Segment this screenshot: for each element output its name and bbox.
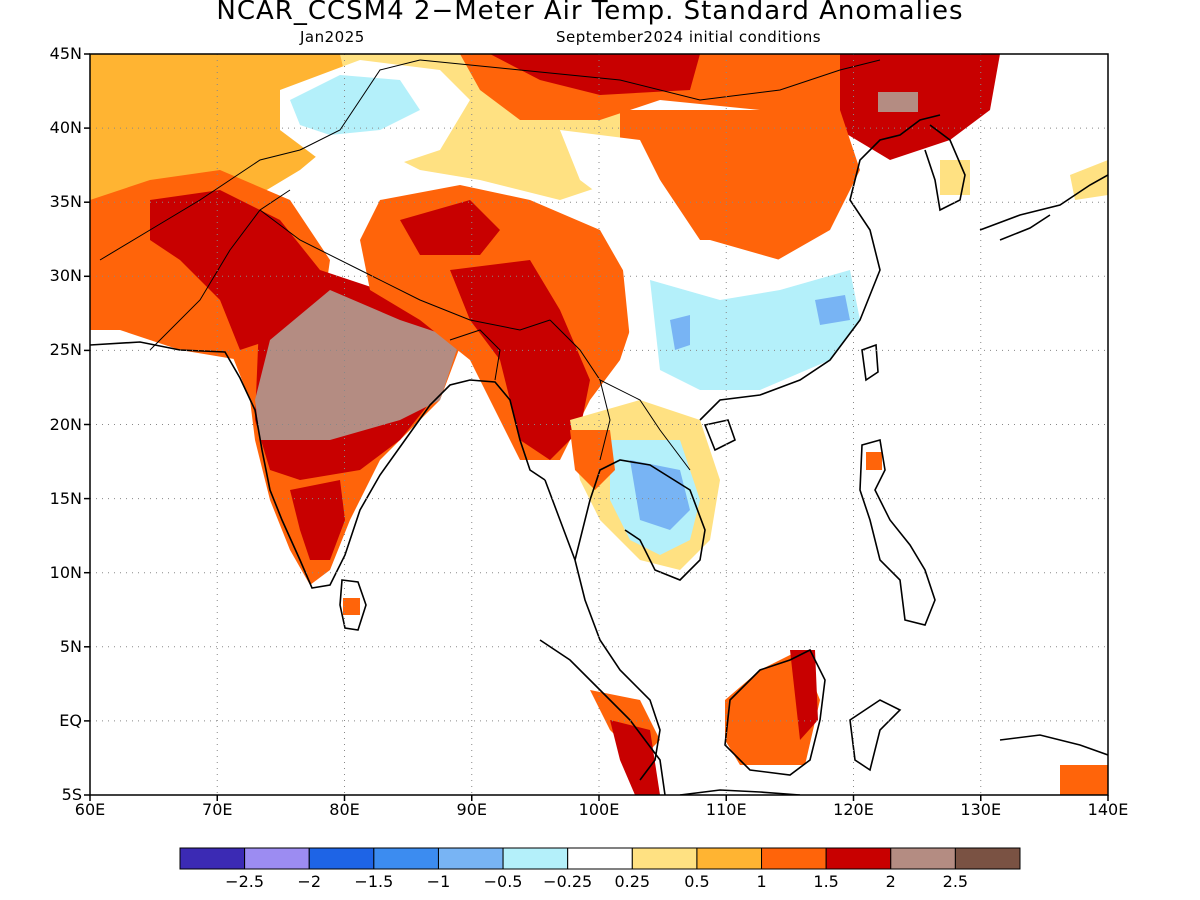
coastline-korea xyxy=(924,124,966,212)
legend-label: 2.5 xyxy=(942,872,969,891)
legend-label: 1 xyxy=(756,872,767,891)
border-china-west xyxy=(299,59,421,151)
anomaly-region-south-india-red xyxy=(290,480,345,560)
map-ticks xyxy=(84,53,1109,801)
valid-month: Jan2025 xyxy=(300,28,365,46)
border-laos-vietnam xyxy=(599,379,691,471)
border-mongolia xyxy=(419,59,881,101)
legend-swatch xyxy=(244,847,310,870)
coastline-sri-lanka xyxy=(339,579,367,631)
legend-swatch xyxy=(825,847,892,870)
init-conditions: September2024 initial conditions xyxy=(556,28,822,46)
lon-tick-label: 60E xyxy=(74,800,106,819)
legend-swatch xyxy=(631,847,698,870)
anomaly-region-south-china-cyan xyxy=(650,270,860,390)
coastline-arabian-sea xyxy=(90,341,546,589)
lon-tick-label: 120E xyxy=(833,800,874,819)
coastline-sulawesi xyxy=(849,699,902,772)
legend-swatch xyxy=(179,847,246,870)
legend-label: −0.5 xyxy=(483,872,523,891)
anomaly-region-central-asia-cyan xyxy=(290,75,420,135)
anomaly-region-sumatra-red xyxy=(610,720,660,795)
lat-tick-label: 5N xyxy=(59,636,82,656)
legend-swatch xyxy=(890,847,956,870)
border-pakistan-india xyxy=(149,189,291,351)
anomaly-region-indochina-blue xyxy=(630,460,690,530)
lon-tick-label: 100E xyxy=(578,800,620,819)
anomaly-region-japan-yellow xyxy=(1070,160,1108,200)
coastline-japan xyxy=(979,174,1108,241)
coastline-new-guinea xyxy=(999,734,1108,756)
legend-label: −1 xyxy=(426,872,451,891)
legend-swatch xyxy=(761,847,827,870)
lat-tick-label: 35N xyxy=(49,192,82,212)
lat-tick-label: 15N xyxy=(49,488,82,508)
lat-tick-label: EQ xyxy=(59,710,82,730)
legend-label: 0.25 xyxy=(614,872,651,891)
anomaly-region-borneo-red xyxy=(790,650,818,740)
lat-tick-label: 40N xyxy=(49,118,82,138)
legend-label: −1.5 xyxy=(354,872,394,891)
legend-swatch xyxy=(437,847,504,870)
anomaly-region-myanmar-red xyxy=(450,260,590,460)
border-himalaya xyxy=(259,209,551,331)
coastline-sumatra xyxy=(539,639,666,795)
anomaly-region-philippines-orange xyxy=(866,452,882,470)
legend-swatch xyxy=(502,847,569,870)
lon-tick-label: 110E xyxy=(705,800,747,819)
legend-label: −2 xyxy=(297,872,322,891)
anomaly-region-srilanka-orange xyxy=(343,598,360,615)
coastlines xyxy=(90,114,1108,795)
anomaly-region-mongolia-red xyxy=(490,54,700,95)
coastline-philippines xyxy=(859,438,936,626)
coastline-taiwan xyxy=(861,343,879,382)
coastline-hainan xyxy=(703,419,736,452)
legend-swatch xyxy=(567,847,633,870)
lat-tick-label: 25N xyxy=(49,340,82,360)
border-bangladesh xyxy=(449,329,501,381)
country-borders xyxy=(99,59,881,471)
coastline-java xyxy=(679,789,801,795)
legend-label: 1.5 xyxy=(813,872,839,891)
legend-swatch xyxy=(308,847,375,870)
legend-swatch xyxy=(373,847,439,870)
lon-tick-label: 140E xyxy=(1087,800,1129,819)
legend-label: 2 xyxy=(885,872,896,891)
coastline-borneo xyxy=(724,648,826,776)
anomaly-region-north-china-orange xyxy=(620,110,860,270)
anomaly-region-yunnan-blue xyxy=(670,315,690,350)
lon-tick-label: 90E xyxy=(456,800,487,819)
lat-tick-label: 30N xyxy=(49,266,82,286)
lat-tick-label: 20N xyxy=(49,414,82,434)
page-title: NCAR_CCSM4 2−Meter Air Temp. Standard An… xyxy=(216,0,964,26)
anomaly-region-south-china-blue xyxy=(815,295,850,325)
legend-swatch xyxy=(954,847,1021,870)
anomaly-region-northeast-brown xyxy=(878,92,918,112)
lat-tick-label: 45N xyxy=(49,44,82,63)
lon-tick-label: 130E xyxy=(960,800,1002,819)
border-afghanistan xyxy=(99,149,301,261)
legend-label: 0.5 xyxy=(684,872,710,891)
legend-swatch xyxy=(696,847,763,870)
color-legend xyxy=(179,847,1021,870)
anomaly-region-newguinea-orange xyxy=(1060,765,1108,795)
legend-label: −0.25 xyxy=(543,872,593,891)
legend-label: −2.5 xyxy=(225,872,265,891)
anomaly-region-northeast-red xyxy=(840,54,1000,160)
anomaly-region-tibet-red xyxy=(400,200,500,255)
lon-tick-label: 70E xyxy=(202,800,233,819)
coastline-indochina xyxy=(544,114,941,781)
anomaly-region-korea-yellow xyxy=(940,160,970,195)
lat-tick-label: 5S xyxy=(61,785,82,804)
lat-tick-label: 10N xyxy=(49,562,82,582)
lon-tick-label: 80E xyxy=(329,800,360,819)
anomaly-region-india-brown xyxy=(255,290,460,440)
